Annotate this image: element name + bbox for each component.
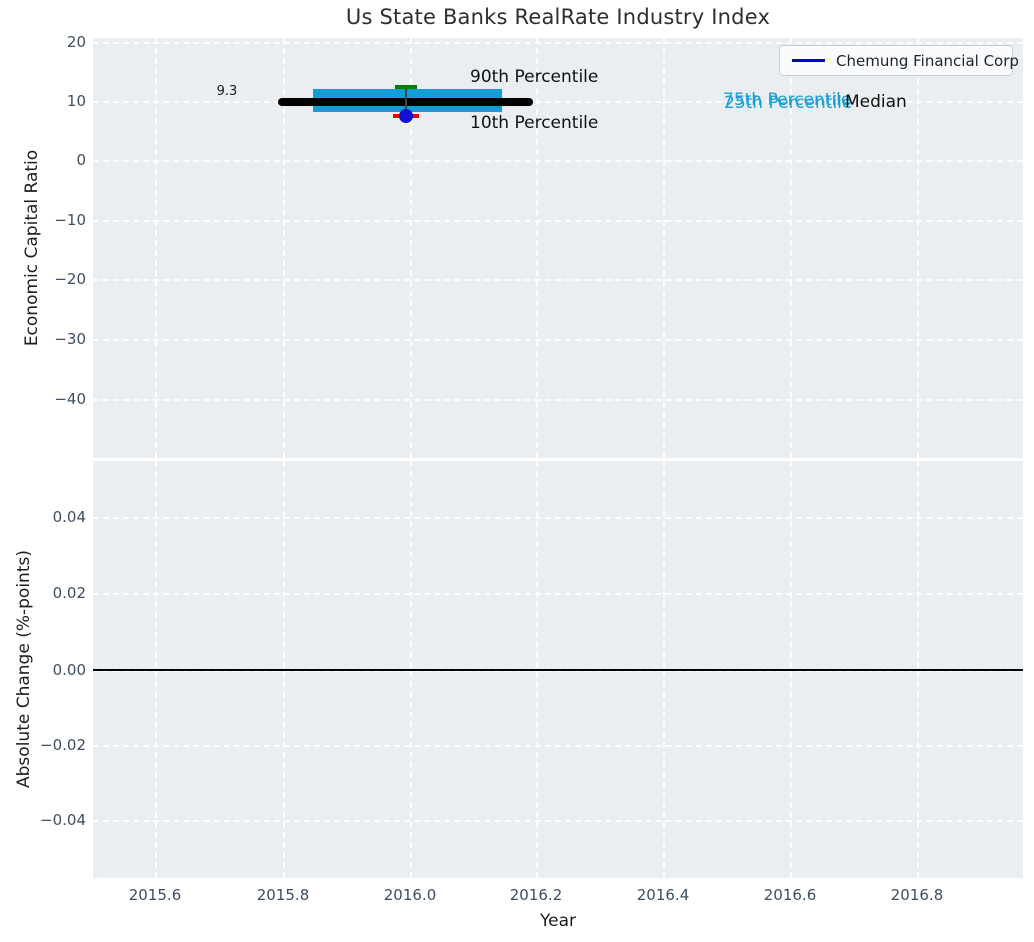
ytick-label: −10 [54, 211, 86, 229]
bottom-plot-area [93, 461, 1023, 878]
gridline-horizontal [93, 279, 1023, 281]
xtick-label: 2016.8 [890, 886, 944, 904]
chart-title: Us State Banks RealRate Industry Index [345, 5, 771, 29]
legend-box: Chemung Financial Corp [779, 45, 1019, 76]
gridline-vertical [155, 38, 157, 458]
gridline-horizontal [93, 220, 1023, 222]
annotation-median: Median [845, 92, 907, 112]
xtick-label: 2016.0 [383, 886, 437, 904]
ytick-label: −0.02 [40, 736, 86, 754]
gridline-vertical [536, 38, 538, 458]
gridline-horizontal [93, 670, 1023, 672]
gridline-horizontal [93, 745, 1023, 747]
y-axis-label-bottom: Absolute Change (%-points) [14, 550, 34, 788]
gridline-horizontal [93, 339, 1023, 341]
annotation-75th-percentile: 75th Percentile [723, 90, 852, 110]
whisker-line [405, 87, 407, 118]
xtick-label: 2015.8 [256, 886, 310, 904]
x-axis-label: Year [540, 911, 576, 931]
gridline-vertical [663, 38, 665, 458]
annotation-10th-percentile: 10th Percentile [470, 113, 599, 133]
gridline-horizontal [93, 820, 1023, 822]
company-data-point [399, 109, 413, 123]
gridline-vertical [283, 38, 285, 458]
annotation-90th-percentile: 90th Percentile [470, 67, 599, 87]
top-plot-area [93, 38, 1023, 458]
whisker-cap-90th [395, 85, 417, 89]
ytick-label: −40 [54, 390, 86, 408]
gridline-horizontal [93, 593, 1023, 595]
gridline-vertical [410, 38, 412, 458]
xtick-label: 2016.2 [509, 886, 563, 904]
ytick-label: 10 [66, 92, 86, 110]
gridline-horizontal [93, 517, 1023, 519]
ytick-label: 20 [66, 33, 86, 51]
gridline-horizontal [93, 42, 1023, 44]
gridline-horizontal [93, 399, 1023, 401]
ytick-label: −30 [54, 330, 86, 348]
y-axis-label-top: Economic Capital Ratio [22, 149, 42, 347]
gridline-vertical [790, 38, 792, 458]
gridline-vertical [917, 38, 919, 458]
ytick-label: −20 [54, 270, 86, 288]
median-value-label: 9.3 [216, 84, 238, 99]
gridline-horizontal [93, 160, 1023, 162]
gridline-horizontal [93, 101, 1023, 103]
ytick-label: 0.02 [52, 584, 86, 602]
legend-line-sample [792, 59, 825, 62]
xtick-label: 2016.4 [636, 886, 690, 904]
legend-entry-label: Chemung Financial Corp [836, 51, 1019, 70]
zero-baseline [93, 669, 1023, 671]
xtick-label: 2015.6 [128, 886, 182, 904]
ytick-label: −0.04 [40, 811, 86, 829]
ytick-label: 0.04 [52, 508, 86, 526]
ytick-label: 0.00 [52, 661, 86, 679]
xtick-label: 2016.6 [763, 886, 817, 904]
annotation-25th-percentile: 25th Percentile [724, 93, 853, 113]
ytick-label: 0 [76, 151, 86, 169]
